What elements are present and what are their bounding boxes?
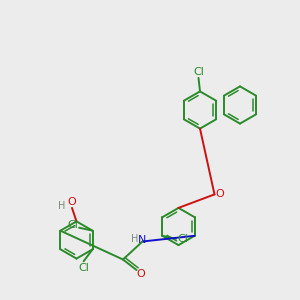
Text: O: O	[136, 268, 146, 279]
Text: O: O	[215, 189, 224, 200]
Text: N: N	[138, 235, 147, 245]
Text: H: H	[58, 201, 65, 212]
Text: Cl: Cl	[78, 263, 89, 273]
Text: H: H	[131, 234, 139, 244]
Text: Cl: Cl	[177, 234, 188, 244]
Text: Cl: Cl	[67, 220, 78, 230]
Text: O: O	[68, 197, 76, 207]
Text: Cl: Cl	[193, 67, 204, 77]
